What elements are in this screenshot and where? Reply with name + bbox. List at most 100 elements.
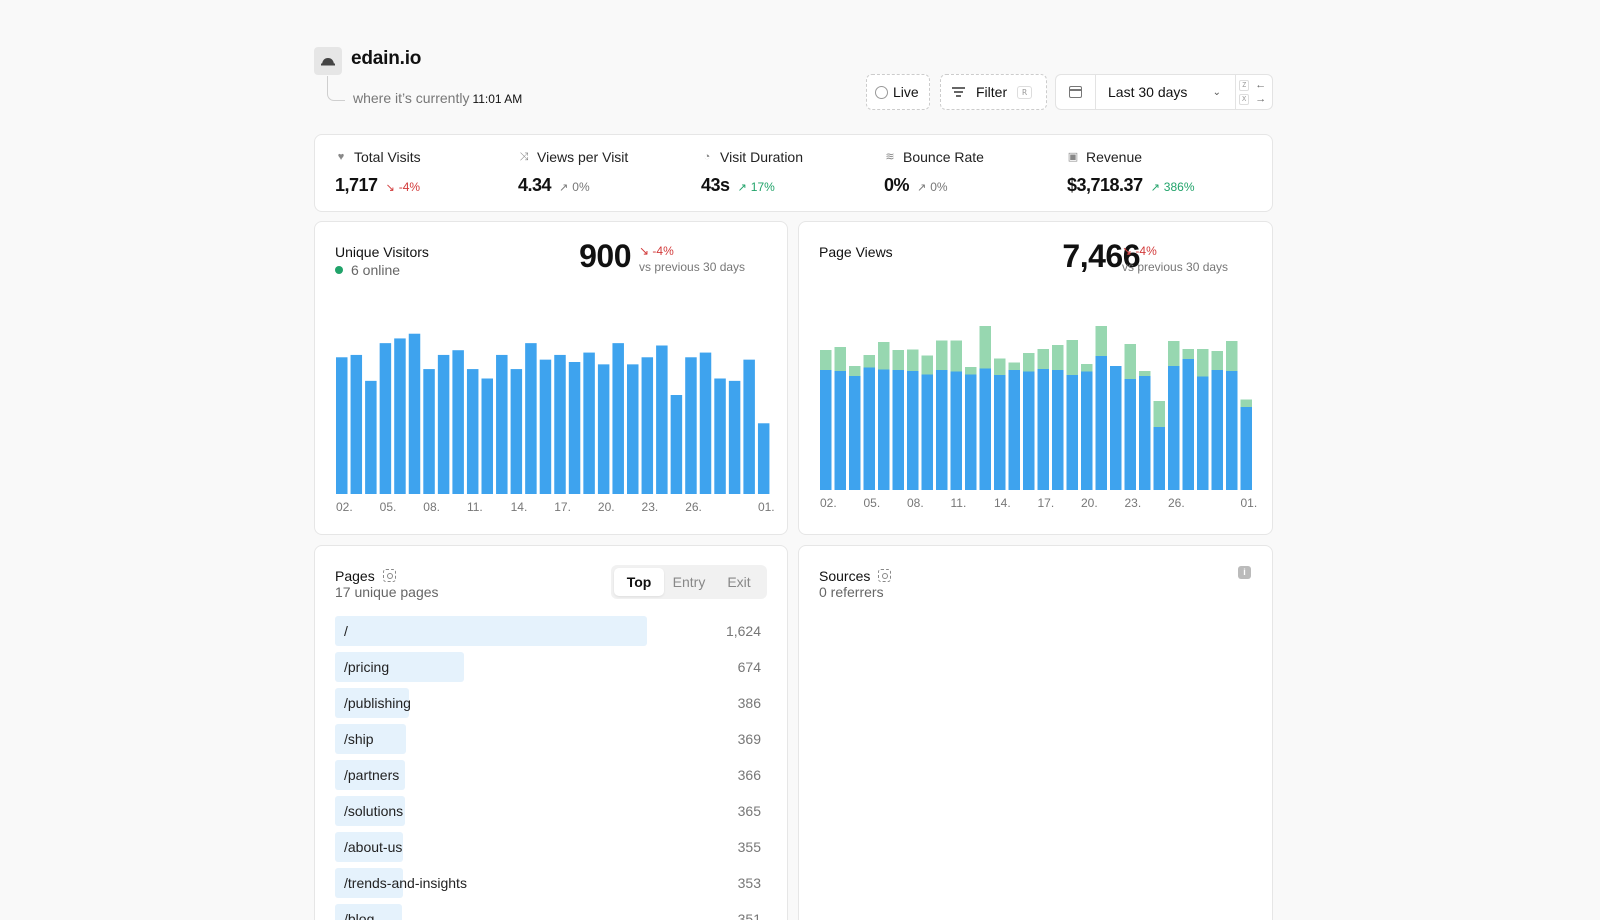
- chart-bar-stack[interactable]: [1153, 401, 1166, 427]
- chart-bar[interactable]: [994, 375, 1006, 490]
- chart-bar[interactable]: [1052, 370, 1064, 490]
- chart-bar-stack[interactable]: [1037, 349, 1050, 369]
- chart-bar[interactable]: [1008, 370, 1021, 490]
- filter-button[interactable]: Filter R: [940, 74, 1047, 110]
- chart-bar-stack[interactable]: [1023, 353, 1035, 372]
- page-row[interactable]: /trends-and-insights 353: [335, 868, 761, 898]
- page-row[interactable]: /blog 351: [335, 904, 761, 920]
- chart-bar-stack[interactable]: [1197, 349, 1209, 377]
- chart-bar[interactable]: [365, 380, 377, 494]
- site-logo[interactable]: [314, 47, 342, 75]
- chart-bar[interactable]: [612, 343, 624, 494]
- chart-bar[interactable]: [554, 354, 566, 494]
- chart-bar[interactable]: [1226, 371, 1238, 490]
- chart-bar[interactable]: [641, 357, 654, 494]
- chart-bar-stack[interactable]: [834, 347, 847, 371]
- chart-bar[interactable]: [936, 370, 948, 490]
- chart-bar-stack[interactable]: [936, 340, 948, 371]
- chart-bar[interactable]: [892, 370, 905, 490]
- stat-views-per-visit[interactable]: ⤨ Views per Visit 4.34 ↗ 0%: [518, 149, 628, 196]
- chart-bar-stack[interactable]: [950, 340, 963, 372]
- chart-bar[interactable]: [481, 378, 494, 495]
- chart-bar[interactable]: [336, 357, 348, 494]
- chart-bar[interactable]: [1240, 407, 1253, 490]
- stat-visit-duration[interactable]: ◔ Visit Duration 43s ↗ 17%: [701, 149, 803, 196]
- chart-bar-stack[interactable]: [1168, 341, 1180, 366]
- chart-bar[interactable]: [849, 376, 861, 490]
- chart-bar[interactable]: [510, 369, 523, 494]
- chart-bar[interactable]: [714, 378, 726, 495]
- chart-bar-stack[interactable]: [1081, 364, 1093, 372]
- page-row[interactable]: /partners 366: [335, 760, 761, 790]
- chart-bar[interactable]: [728, 380, 741, 494]
- chart-bar-stack[interactable]: [1095, 326, 1108, 356]
- chart-bar-stack[interactable]: [979, 326, 992, 369]
- chart-bar[interactable]: [1211, 370, 1224, 490]
- chart-bar[interactable]: [743, 359, 755, 494]
- focus-icon[interactable]: [382, 569, 396, 582]
- chart-bar-stack[interactable]: [1008, 362, 1021, 371]
- chart-bar[interactable]: [979, 368, 992, 491]
- chart-bar[interactable]: [1197, 376, 1209, 491]
- stat-revenue[interactable]: ▣ Revenue $3,718.37 ↗ 386%: [1067, 149, 1195, 196]
- chart-bar[interactable]: [1037, 369, 1050, 490]
- chart-bar-stack[interactable]: [1066, 340, 1079, 375]
- chart-bar-stack[interactable]: [863, 355, 876, 368]
- calendar-button[interactable]: [1056, 75, 1096, 109]
- chart-bar[interactable]: [921, 374, 934, 491]
- chart-bar[interactable]: [408, 333, 421, 494]
- chart-bar[interactable]: [1153, 427, 1166, 490]
- site-name[interactable]: edain.io: [351, 48, 422, 69]
- chart-bar[interactable]: [685, 357, 697, 494]
- chart-bar[interactable]: [466, 369, 479, 494]
- chart-bar[interactable]: [583, 352, 595, 494]
- chart-bar-stack[interactable]: [1139, 371, 1151, 376]
- chart-bar-stack[interactable]: [820, 350, 832, 370]
- chart-bar[interactable]: [1168, 366, 1180, 490]
- previous-range-button[interactable]: Z ←: [1239, 79, 1272, 91]
- chart-bar[interactable]: [1081, 371, 1093, 491]
- chart-bar[interactable]: [834, 371, 847, 490]
- focus-icon[interactable]: [878, 569, 892, 582]
- chart-bar[interactable]: [394, 338, 406, 494]
- range-select[interactable]: Last 30 days ⌄: [1096, 75, 1236, 109]
- chart-bar-stack[interactable]: [907, 349, 919, 372]
- chart-bar[interactable]: [907, 371, 919, 490]
- chart-bar[interactable]: [568, 362, 581, 494]
- chart-bar[interactable]: [597, 364, 610, 494]
- chart-bar[interactable]: [1124, 379, 1137, 490]
- chart-bar-stack[interactable]: [892, 350, 905, 370]
- tab-top[interactable]: Top: [614, 568, 664, 596]
- chart-bar[interactable]: [1023, 371, 1035, 491]
- info-icon[interactable]: i: [1238, 566, 1251, 579]
- chart-bar[interactable]: [1066, 375, 1079, 490]
- chart-bar-stack[interactable]: [1240, 399, 1253, 408]
- chart-bar[interactable]: [863, 367, 876, 491]
- chart-bar[interactable]: [539, 359, 552, 494]
- chart-bar[interactable]: [1110, 366, 1122, 490]
- chart-bar[interactable]: [757, 423, 770, 494]
- live-button[interactable]: Live: [866, 74, 930, 110]
- chart-bar[interactable]: [627, 364, 639, 494]
- chart-bar[interactable]: [670, 395, 683, 494]
- page-row[interactable]: /publishing 386: [335, 688, 761, 718]
- chart-bar-stack[interactable]: [1182, 349, 1195, 359]
- page-row[interactable]: /ship 369: [335, 724, 761, 754]
- chart-bar[interactable]: [878, 369, 890, 491]
- chart-bar-stack[interactable]: [1052, 345, 1064, 370]
- stat-total-visits[interactable]: ♥ Total Visits 1,717 ↘ -4%: [335, 149, 421, 196]
- chart-bar[interactable]: [496, 354, 508, 494]
- chart-bar-stack[interactable]: [965, 367, 977, 375]
- page-row[interactable]: /pricing 674: [335, 652, 761, 682]
- chart-bar[interactable]: [1139, 376, 1151, 490]
- tab-entry[interactable]: Entry: [672, 574, 706, 590]
- chart-bar-stack[interactable]: [878, 342, 890, 370]
- chart-bar[interactable]: [1182, 359, 1195, 490]
- chart-bar-stack[interactable]: [849, 366, 861, 376]
- next-range-button[interactable]: X →: [1239, 93, 1272, 105]
- stat-bounce-rate[interactable]: ≋ Bounce Rate 0% ↗ 0%: [884, 149, 984, 196]
- chart-bar[interactable]: [350, 354, 363, 494]
- chart-bar[interactable]: [1095, 356, 1108, 490]
- chart-bar[interactable]: [965, 374, 977, 491]
- chart-bar-stack[interactable]: [1211, 351, 1224, 370]
